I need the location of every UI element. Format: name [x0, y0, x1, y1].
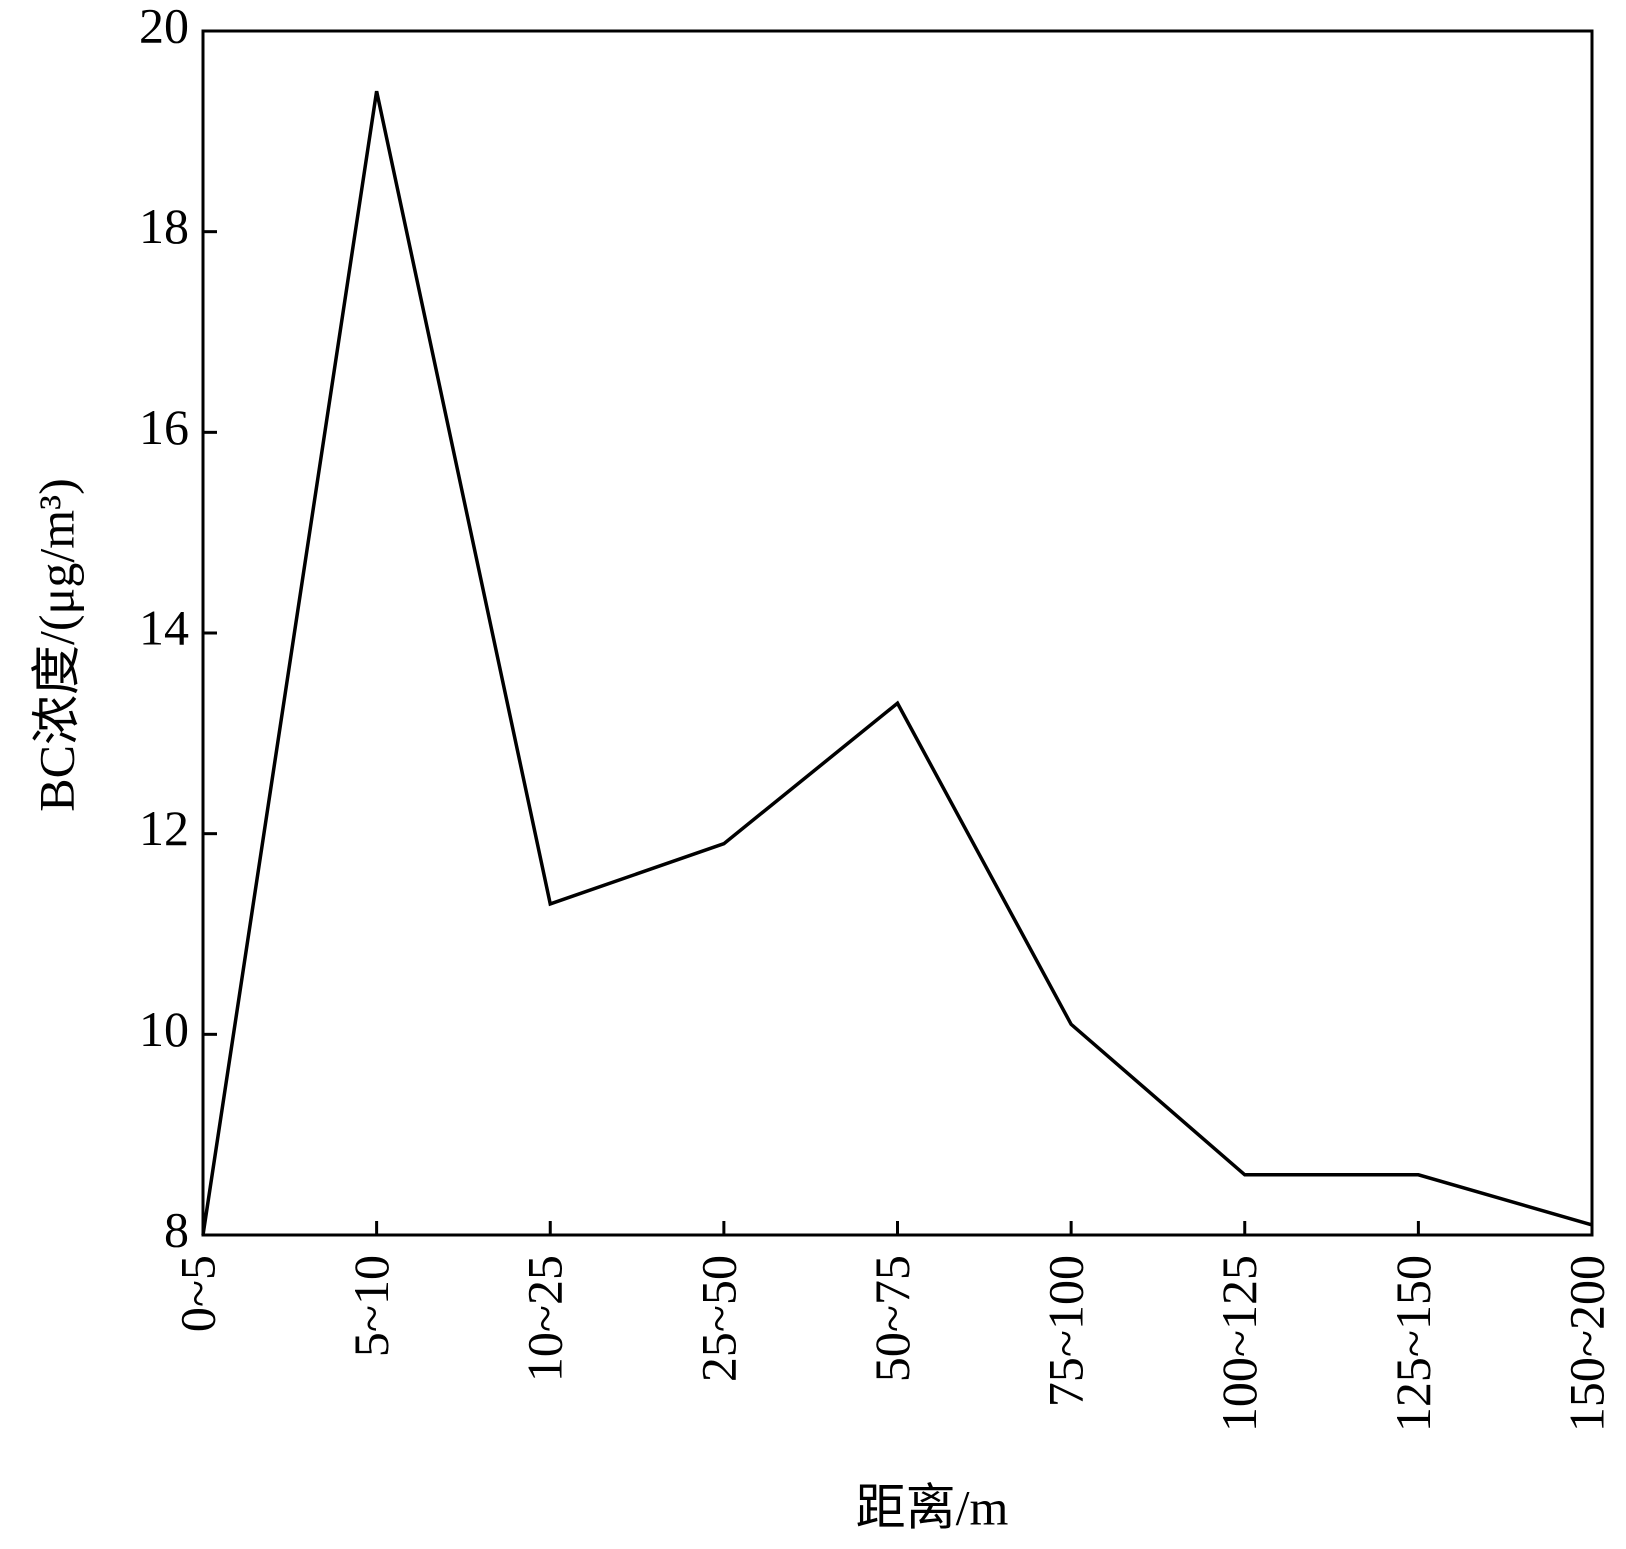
- y-tick-label: 18: [139, 198, 189, 254]
- x-tick-label: 150~200: [1558, 1255, 1614, 1432]
- y-tick-label: 20: [139, 0, 189, 53]
- x-tick-label: 50~75: [864, 1255, 920, 1382]
- plot-frame: [201, 29, 1594, 1237]
- x-tick-label: 10~25: [517, 1255, 573, 1382]
- x-tick-label: 100~125: [1211, 1255, 1267, 1432]
- x-axis-label: 距离/m: [856, 1479, 1009, 1535]
- y-axis-label: BC浓度/(μg/m³): [28, 478, 84, 811]
- x-tick-label: 25~50: [690, 1255, 746, 1382]
- y-tick-label: 16: [139, 399, 189, 455]
- x-tick-label: 125~150: [1385, 1255, 1441, 1432]
- y-tick-label: 14: [139, 599, 189, 655]
- x-tick-label: 0~5: [169, 1255, 225, 1332]
- y-tick-label: 12: [139, 800, 189, 856]
- data-line: [201, 90, 1593, 1236]
- y-tick-label: 8: [164, 1201, 189, 1257]
- y-tick-label: 10: [139, 1001, 189, 1057]
- x-tick-label: 75~100: [1038, 1255, 1094, 1407]
- x-tick-label: 5~10: [343, 1255, 399, 1357]
